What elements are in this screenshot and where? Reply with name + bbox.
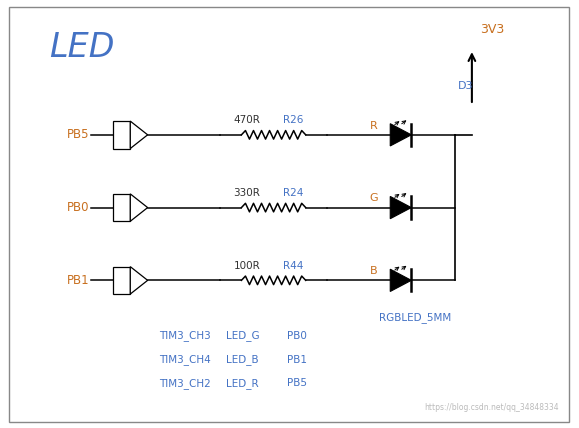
Text: LED_R: LED_R [226, 377, 258, 389]
Bar [113, 121, 130, 149]
Text: PB5: PB5 [67, 128, 90, 141]
Text: R44: R44 [283, 261, 303, 271]
Text: PB0: PB0 [67, 201, 90, 214]
Polygon shape [390, 269, 411, 291]
Text: PB1: PB1 [287, 354, 307, 365]
Text: LED_G: LED_G [226, 330, 259, 342]
Polygon shape [390, 196, 411, 219]
Text: 3V3: 3V3 [481, 24, 505, 36]
Polygon shape [130, 121, 148, 149]
Polygon shape [390, 124, 411, 146]
Text: TIM3_CH3: TIM3_CH3 [159, 330, 211, 342]
Text: PB0: PB0 [287, 331, 306, 341]
Text: RGBLED_5MM: RGBLED_5MM [379, 312, 452, 323]
Text: G: G [369, 193, 378, 203]
Text: PB1: PB1 [67, 274, 90, 287]
Text: TIM3_CH4: TIM3_CH4 [159, 354, 211, 365]
Text: R26: R26 [283, 116, 303, 125]
Text: 470R: 470R [233, 116, 260, 125]
Polygon shape [130, 194, 148, 221]
Polygon shape [130, 267, 148, 294]
Text: TIM3_CH2: TIM3_CH2 [159, 377, 211, 389]
Text: R: R [370, 121, 378, 131]
Text: R24: R24 [283, 188, 303, 198]
Text: LED_B: LED_B [226, 354, 258, 365]
Text: https://blog.csdn.net/qq_34848334: https://blog.csdn.net/qq_34848334 [424, 403, 559, 412]
Text: B: B [370, 266, 378, 276]
Text: 330R: 330R [233, 188, 260, 198]
Bar [113, 267, 130, 294]
Text: D3: D3 [457, 80, 473, 91]
Text: 100R: 100R [233, 261, 260, 271]
Text: LED: LED [49, 30, 115, 64]
Bar [113, 194, 130, 221]
Text: PB5: PB5 [287, 378, 307, 388]
